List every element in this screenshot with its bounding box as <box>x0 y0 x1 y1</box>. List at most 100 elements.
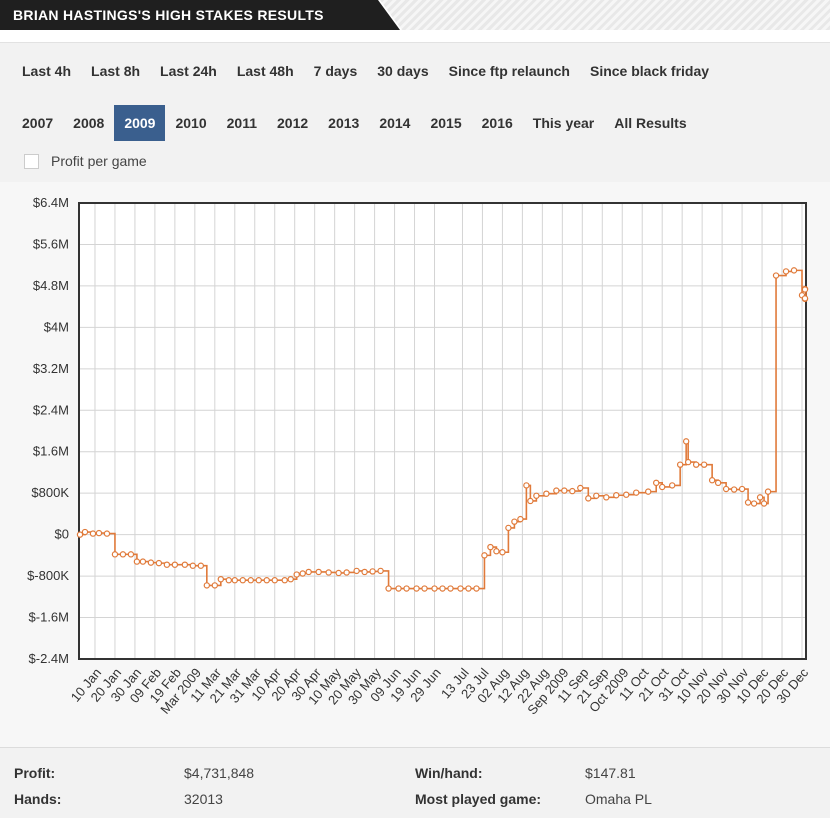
header-stripes <box>380 0 830 30</box>
data-point <box>692 461 700 468</box>
data-point <box>543 490 550 497</box>
data-point <box>782 268 790 275</box>
data-point <box>473 585 480 592</box>
data-point <box>197 562 205 569</box>
data-point <box>111 551 119 558</box>
filter-2009[interactable]: 2009 <box>114 105 166 141</box>
data-point <box>493 548 500 555</box>
filter-all-results[interactable]: All Results <box>614 115 687 131</box>
y-tick-label: $800K <box>31 485 69 500</box>
data-point <box>527 497 534 505</box>
data-point <box>801 295 809 302</box>
data-point <box>181 561 189 568</box>
data-point <box>369 568 376 575</box>
data-point <box>760 500 768 507</box>
data-point <box>413 585 420 592</box>
plot-border <box>78 202 807 660</box>
data-point <box>658 483 666 491</box>
filter-2015[interactable]: 2015 <box>430 115 462 131</box>
most-played-game-label: Most played game: <box>415 791 542 807</box>
data-point <box>217 576 225 583</box>
data-point <box>299 570 306 577</box>
data-point <box>139 558 147 565</box>
data-point <box>447 585 454 592</box>
data-point <box>738 485 746 493</box>
y-tick-label: $-2.4M <box>29 651 69 666</box>
win-per-hand-label: Win/hand: <box>415 765 483 781</box>
most-played-game-value: Omaha PL <box>585 791 652 807</box>
plot-background <box>79 203 806 659</box>
filter-2011[interactable]: 2011 <box>226 115 257 131</box>
profit-per-game-toggle[interactable]: Profit per game <box>24 153 147 169</box>
stats-panel: Profit: $4,731,848 Hands: 32013 Win/hand… <box>0 747 830 818</box>
data-point <box>385 585 392 592</box>
data-point <box>335 569 342 577</box>
data-point <box>315 568 322 576</box>
chart-area: $6.4M $5.6M $4.8M $4M $3.2M $2.4M $1.6M $800K $0… <box>0 182 830 747</box>
data-point <box>231 577 238 584</box>
data-point <box>511 518 518 525</box>
data-point <box>457 585 464 592</box>
data-point <box>553 487 560 494</box>
data-point <box>645 488 652 495</box>
filter-last-24h[interactable]: Last 24h <box>160 63 217 79</box>
filter-2014[interactable]: 2014 <box>379 115 411 131</box>
y-tick-label: $6.4M <box>33 195 69 210</box>
data-point <box>431 585 438 592</box>
data-point <box>499 549 506 556</box>
y-tick-label: $5.6M <box>33 236 69 251</box>
data-point <box>377 567 384 575</box>
filter-last-4h[interactable]: Last 4h <box>22 63 72 79</box>
filter-last-48h[interactable]: Last 48h <box>236 63 294 79</box>
data-point <box>293 571 300 578</box>
y-tick-label: $-1.6M <box>29 610 69 625</box>
filter-30-days[interactable]: 30 days <box>377 63 429 79</box>
data-point <box>764 488 772 495</box>
title-bar: BRIAN HASTINGS'S HIGH STAKES RESULTS <box>0 0 400 30</box>
data-point <box>668 482 676 489</box>
y-tick-label: $4.8M <box>33 278 69 293</box>
filter-since-ftp-relaunch[interactable]: Since ftp relaunch <box>448 63 570 79</box>
hands-label: Hands: <box>14 791 62 807</box>
data-point <box>790 267 798 274</box>
filter-2007[interactable]: 2007 <box>22 115 54 131</box>
filter-7-days[interactable]: 7 days <box>313 63 358 79</box>
data-point <box>353 567 360 575</box>
data-point <box>633 489 640 496</box>
period-filter-row: Last 4h Last 8h Last 24h Last 48h 7 days… <box>12 53 719 89</box>
data-point <box>119 551 127 558</box>
data-point <box>623 491 630 498</box>
data-point <box>569 487 576 495</box>
data-point <box>465 585 472 592</box>
data-point <box>421 585 428 592</box>
data-point <box>225 577 232 584</box>
y-tick-label: $0 <box>55 527 69 542</box>
hands-value: 32013 <box>184 791 223 807</box>
data-point <box>533 492 540 499</box>
filter-2012[interactable]: 2012 <box>277 115 309 131</box>
filter-this-year[interactable]: This year <box>532 115 595 131</box>
year-filter-row: 2007 2008 2009 2010 2011 2012 2013 2014 … <box>12 105 697 141</box>
y-tick-label: $4M <box>44 319 69 334</box>
data-point <box>750 500 758 507</box>
filter-2013[interactable]: 2013 <box>328 115 360 131</box>
filter-2008[interactable]: 2008 <box>73 115 105 131</box>
data-point <box>103 530 111 537</box>
data-point <box>211 582 219 589</box>
data-point <box>325 569 332 576</box>
data-point <box>772 272 780 279</box>
filter-last-8h[interactable]: Last 8h <box>91 63 141 79</box>
filter-2010[interactable]: 2010 <box>175 115 207 131</box>
data-point <box>801 286 809 293</box>
filter-2016[interactable]: 2016 <box>481 115 513 131</box>
y-tick-label: $3.2M <box>33 361 69 376</box>
data-point <box>613 492 620 499</box>
data-point <box>682 438 690 445</box>
data-point <box>271 577 278 584</box>
data-point <box>730 486 738 493</box>
data-point <box>361 568 368 576</box>
filter-since-black-friday[interactable]: Since black friday <box>589 63 710 79</box>
profit-per-game-checkbox[interactable] <box>24 153 39 169</box>
data-point <box>239 577 246 584</box>
profit-chart: $6.4M $5.6M $4.8M $4M $3.2M $2.4M $1.6M $800K $0… <box>27 195 812 717</box>
